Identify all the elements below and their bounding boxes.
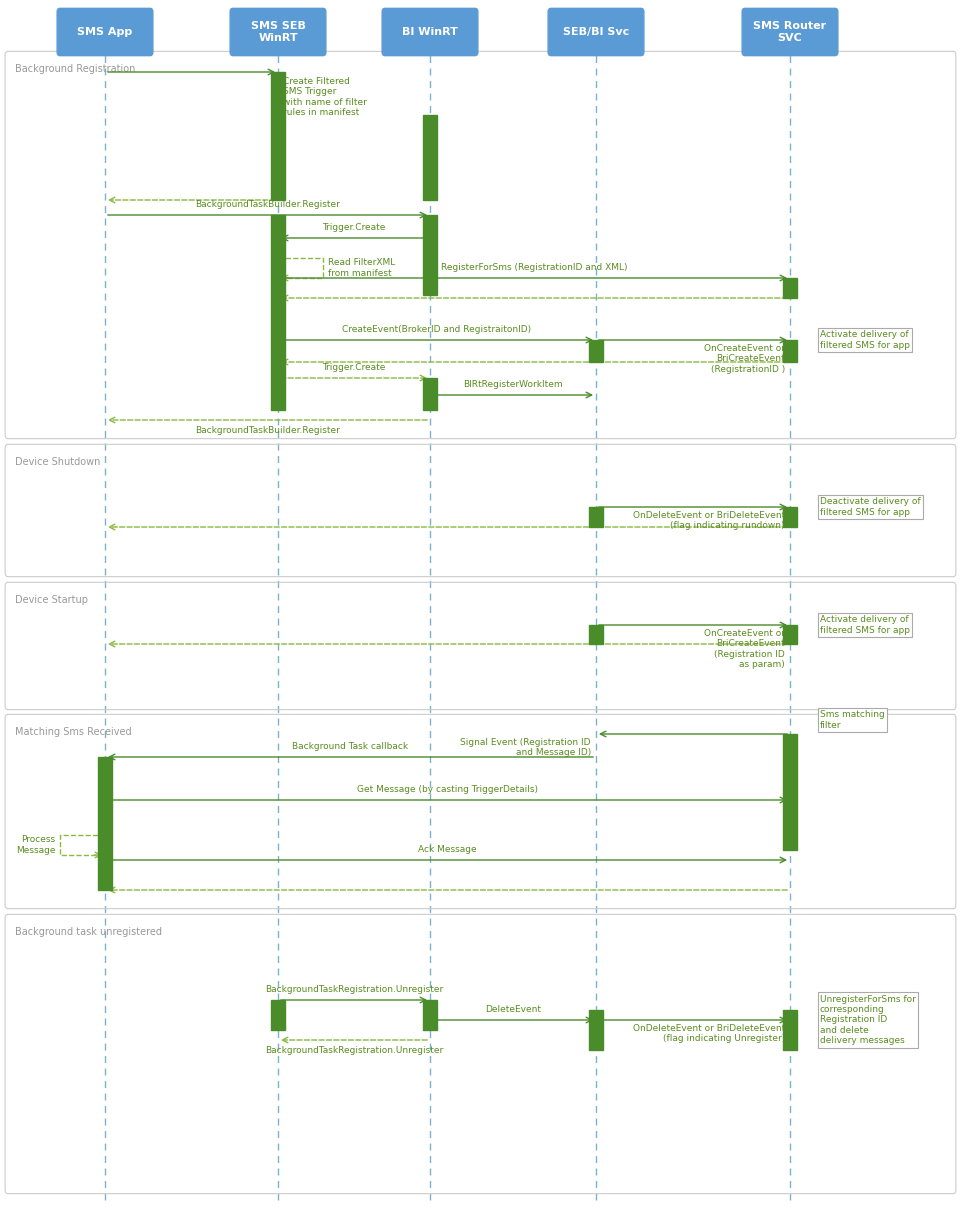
Text: UnregisterForSms for
corresponding
Registration ID
and delete
delivery messages: UnregisterForSms for corresponding Regis… [820, 995, 916, 1046]
Bar [783, 734, 797, 850]
FancyBboxPatch shape [230, 9, 326, 56]
Text: OnCreateEvent or
BriCreateEvent
(RegistrationID ): OnCreateEvent or BriCreateEvent (Registr… [704, 344, 785, 373]
Text: BackgroundTaskRegistration.Unregister: BackgroundTaskRegistration.Unregister [265, 1046, 443, 1055]
Bar [783, 507, 797, 527]
Text: BI WinRT: BI WinRT [402, 27, 458, 36]
Text: Background Task callback: Background Task callback [292, 742, 408, 751]
Text: Deactivate delivery of
filtered SMS for app: Deactivate delivery of filtered SMS for … [820, 497, 921, 517]
Bar [98, 758, 112, 890]
Bar [589, 340, 603, 362]
Bar [271, 215, 285, 410]
Text: Device Startup: Device Startup [15, 595, 88, 606]
Text: SMS Router
SVC: SMS Router SVC [753, 21, 826, 43]
Text: Read FilterXML
from manifest: Read FilterXML from manifest [328, 258, 395, 277]
FancyBboxPatch shape [548, 9, 644, 56]
Bar [423, 116, 437, 199]
Text: Sms matching
filter: Sms matching filter [820, 710, 885, 730]
FancyBboxPatch shape [382, 9, 478, 56]
Bar [423, 378, 437, 410]
Bar [783, 278, 797, 298]
Bar [589, 1010, 603, 1049]
Text: Trigger.Create: Trigger.Create [322, 223, 385, 232]
Text: Trigger.Create: Trigger.Create [322, 364, 385, 372]
Text: Background task unregistered: Background task unregistered [15, 927, 162, 938]
Text: Matching Sms Received: Matching Sms Received [15, 727, 132, 737]
Text: Device Shutdown: Device Shutdown [15, 457, 100, 467]
Text: CreateEvent(BrokerID and RegistraitonID): CreateEvent(BrokerID and RegistraitonID) [342, 325, 531, 334]
Bar [271, 1000, 285, 1030]
Text: Background Registration: Background Registration [15, 64, 136, 74]
Text: Signal Event (Registration ID
and Message ID): Signal Event (Registration ID and Messag… [460, 738, 591, 758]
Text: Activate delivery of
filtered SMS for app: Activate delivery of filtered SMS for ap… [820, 615, 910, 635]
Bar [589, 507, 603, 527]
Bar [783, 340, 797, 362]
Text: OnDeleteEvent or BriDeleteEvent
(flag indicating rundown): OnDeleteEvent or BriDeleteEvent (flag in… [632, 511, 785, 530]
Text: SMS SEB
WinRT: SMS SEB WinRT [251, 21, 306, 43]
FancyBboxPatch shape [742, 9, 838, 56]
Text: OnCreateEvent or
BriCreateEvent
(Registration ID
as param): OnCreateEvent or BriCreateEvent (Registr… [704, 629, 785, 669]
Text: SMS App: SMS App [78, 27, 133, 36]
Text: Process
Message: Process Message [15, 835, 55, 855]
Bar [783, 1010, 797, 1049]
Text: BackgroundTaskBuilder.Register: BackgroundTaskBuilder.Register [195, 426, 340, 435]
Text: Get Message (by casting TriggerDetails): Get Message (by casting TriggerDetails) [357, 786, 538, 794]
Bar [423, 1000, 437, 1030]
FancyBboxPatch shape [57, 9, 153, 56]
Bar [589, 625, 603, 644]
Bar [783, 625, 797, 644]
Text: OnDeleteEvent or BriDeleteEvent
(flag indicating Unregister): OnDeleteEvent or BriDeleteEvent (flag in… [632, 1024, 785, 1043]
Text: RegisterForSms (RegistrationID and XML): RegisterForSms (RegistrationID and XML) [441, 263, 628, 272]
Text: Create Filtered
SMS Trigger
with name of filter
rules in manifest: Create Filtered SMS Trigger with name of… [283, 77, 367, 117]
Bar [423, 215, 437, 295]
Text: DeleteEvent: DeleteEvent [485, 1004, 541, 1014]
Text: Activate delivery of
filtered SMS for app: Activate delivery of filtered SMS for ap… [820, 331, 910, 350]
Text: SEB/BI Svc: SEB/BI Svc [563, 27, 629, 36]
Text: BackgroundTaskRegistration.Unregister: BackgroundTaskRegistration.Unregister [265, 985, 443, 993]
Text: BIRtRegisterWorkItem: BIRtRegisterWorkItem [463, 379, 563, 389]
Text: Ack Message: Ack Message [418, 845, 477, 854]
Bar [271, 72, 285, 199]
Text: BackgroundTaskBuilder.Register: BackgroundTaskBuilder.Register [195, 199, 340, 209]
